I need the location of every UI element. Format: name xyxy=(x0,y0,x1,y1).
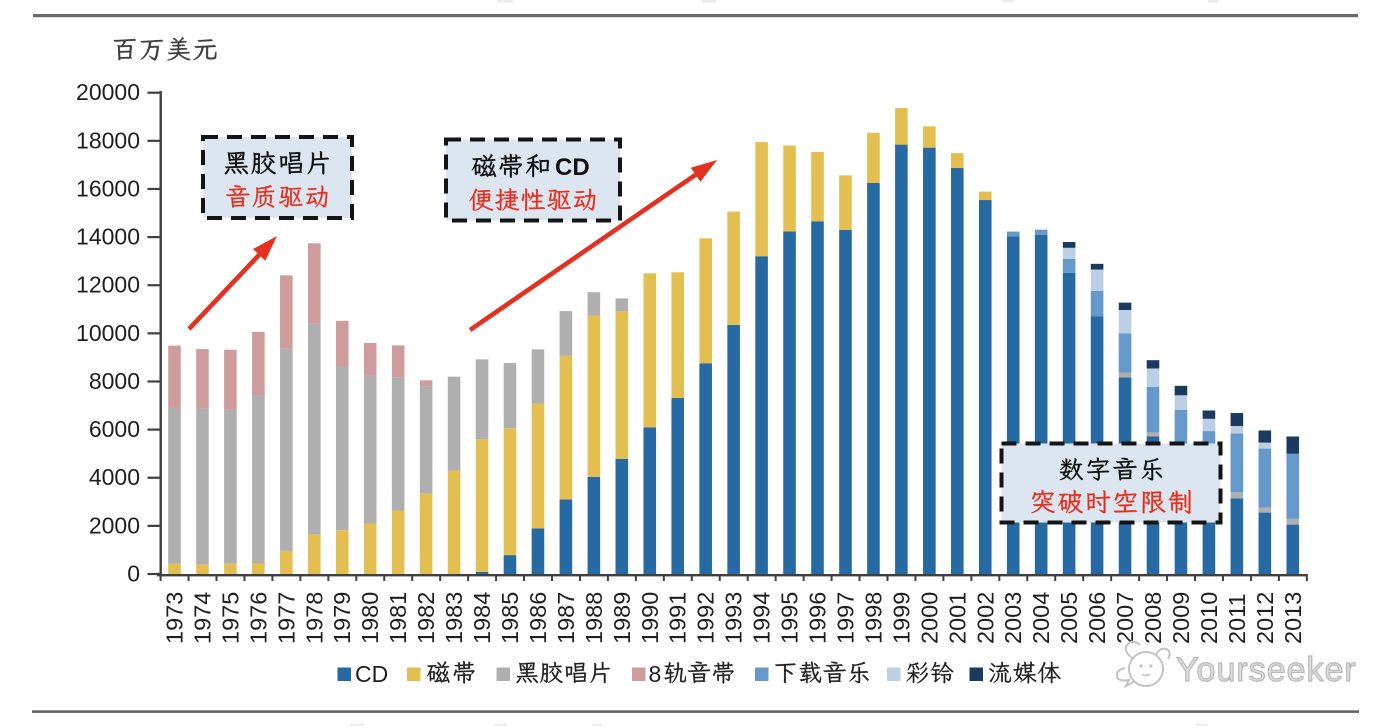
svg-text:1983: 1983 xyxy=(441,592,467,644)
svg-text:2000: 2000 xyxy=(89,512,140,538)
svg-text:10000: 10000 xyxy=(76,320,140,346)
svg-text:CD: CD xyxy=(555,154,590,181)
svg-text:1992: 1992 xyxy=(693,592,719,644)
svg-text:2007: 2007 xyxy=(1112,592,1138,644)
svg-text:2011: 2011 xyxy=(1224,593,1250,644)
svg-text:1997: 1997 xyxy=(833,592,859,644)
svg-text:1988: 1988 xyxy=(581,592,607,644)
svg-text:1973: 1973 xyxy=(162,592,188,644)
svg-text:1994: 1994 xyxy=(749,592,775,644)
svg-text:0: 0 xyxy=(127,561,140,587)
svg-text:1975: 1975 xyxy=(217,592,243,644)
svg-text:1986: 1986 xyxy=(525,592,551,644)
svg-text:8000: 8000 xyxy=(89,368,140,394)
svg-text:CD: CD xyxy=(355,661,388,687)
svg-text:4000: 4000 xyxy=(89,464,140,490)
svg-text:16000: 16000 xyxy=(76,175,140,201)
svg-text:2013: 2013 xyxy=(1280,592,1306,644)
svg-text:2000: 2000 xyxy=(916,592,942,644)
svg-text:14000: 14000 xyxy=(76,224,140,250)
svg-text:Yourseeker: Yourseeker xyxy=(1176,651,1357,689)
svg-text:1993: 1993 xyxy=(721,592,747,644)
svg-text:8: 8 xyxy=(649,661,662,687)
svg-text:18000: 18000 xyxy=(76,127,140,153)
svg-text:2001: 2001 xyxy=(944,592,970,644)
svg-text:2010: 2010 xyxy=(1196,592,1222,644)
svg-text:2005: 2005 xyxy=(1056,592,1082,644)
svg-text:1999: 1999 xyxy=(888,592,914,644)
svg-text:2009: 2009 xyxy=(1168,592,1194,644)
svg-text:20000: 20000 xyxy=(76,79,140,105)
svg-text:1979: 1979 xyxy=(329,592,355,644)
svg-text:12000: 12000 xyxy=(76,272,140,298)
svg-text:1995: 1995 xyxy=(777,592,803,644)
svg-text:1977: 1977 xyxy=(273,592,299,644)
svg-text:1989: 1989 xyxy=(609,592,635,644)
svg-text:2012: 2012 xyxy=(1252,592,1278,644)
svg-text:1974: 1974 xyxy=(190,592,216,644)
svg-text:1984: 1984 xyxy=(469,592,495,644)
svg-text:1981: 1981 xyxy=(385,592,411,644)
svg-text:2004: 2004 xyxy=(1028,592,1054,644)
svg-text:2006: 2006 xyxy=(1084,592,1110,644)
svg-text:2003: 2003 xyxy=(1000,592,1026,644)
svg-text:1998: 1998 xyxy=(860,592,886,644)
svg-text:1987: 1987 xyxy=(553,592,579,644)
svg-text:1982: 1982 xyxy=(413,592,439,644)
svg-text:2002: 2002 xyxy=(972,592,998,644)
svg-text:1978: 1978 xyxy=(301,592,327,644)
svg-text:6000: 6000 xyxy=(89,416,140,442)
svg-text:1990: 1990 xyxy=(637,592,663,644)
svg-text:2008: 2008 xyxy=(1140,592,1166,644)
svg-text:1980: 1980 xyxy=(357,592,383,644)
svg-text:1985: 1985 xyxy=(497,592,523,644)
svg-text:1991: 1991 xyxy=(665,592,691,644)
svg-text:1976: 1976 xyxy=(245,592,271,644)
svg-text:1996: 1996 xyxy=(805,592,831,644)
